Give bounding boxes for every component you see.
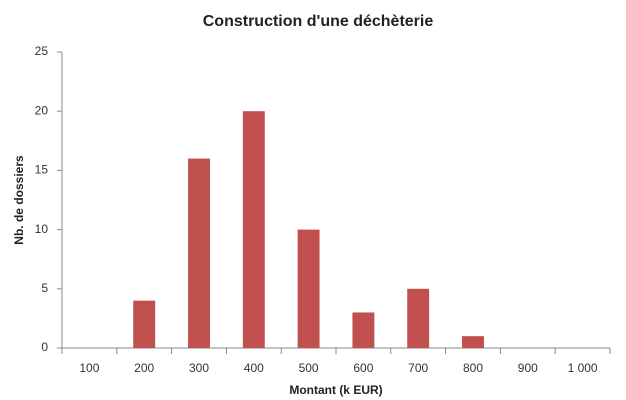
bar [462, 336, 484, 348]
y-tick-label: 25 [35, 44, 49, 58]
y-axis-title: Nb. de dossiers [12, 155, 26, 245]
y-tick-label: 10 [35, 222, 49, 236]
x-tick-label: 400 [244, 361, 264, 375]
x-tick-label: 100 [79, 361, 99, 375]
bar [352, 312, 375, 348]
y-tick-label: 5 [41, 281, 48, 295]
bar [242, 111, 265, 348]
x-tick-label: 200 [134, 361, 154, 375]
x-axis-title: Montant (k EUR) [289, 383, 382, 397]
x-tick-label: 600 [353, 361, 373, 375]
bar [407, 288, 430, 348]
x-tick-label: 500 [299, 361, 319, 375]
bar [133, 300, 156, 348]
y-tick-label: 0 [41, 340, 48, 354]
chart-title: Construction d'une déchèterie [203, 13, 434, 30]
bar [297, 229, 320, 348]
x-tick-label: 700 [408, 361, 428, 375]
y-tick-label: 15 [35, 163, 49, 177]
x-tick-label: 900 [518, 361, 538, 375]
x-tick-label: 300 [189, 361, 209, 375]
y-tick-label: 20 [35, 103, 49, 117]
x-tick-label: 1 000 [568, 361, 598, 375]
x-tick-label: 800 [463, 361, 483, 375]
bar [188, 158, 210, 348]
